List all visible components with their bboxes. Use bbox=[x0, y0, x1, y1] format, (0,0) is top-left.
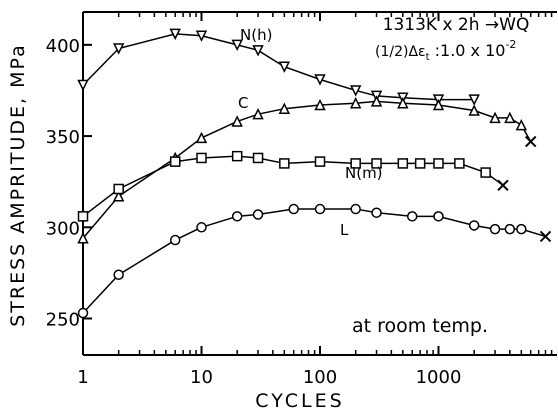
x-tick-label: 1000 bbox=[416, 367, 462, 388]
marker bbox=[196, 152, 207, 164]
marker bbox=[454, 158, 465, 169]
failure-marker bbox=[497, 179, 509, 192]
marker bbox=[349, 85, 362, 97]
marker bbox=[515, 118, 528, 131]
marker bbox=[252, 152, 264, 164]
series-line bbox=[82, 100, 532, 239]
marker bbox=[77, 307, 89, 319]
marker bbox=[480, 167, 491, 178]
marker bbox=[252, 209, 264, 220]
marker bbox=[468, 94, 480, 106]
marker bbox=[77, 232, 89, 244]
series-label: N(m) bbox=[345, 164, 383, 182]
marker bbox=[196, 222, 207, 233]
marker bbox=[314, 156, 326, 167]
marker bbox=[350, 158, 361, 169]
marker bbox=[77, 211, 89, 222]
y-axis-label: STRESS AMPRITUDE, MPa bbox=[7, 43, 29, 327]
marker bbox=[349, 97, 362, 109]
strain-mid: :1.0 x 10 bbox=[430, 41, 506, 60]
marker bbox=[350, 203, 361, 215]
marker bbox=[252, 45, 264, 57]
marker bbox=[278, 61, 291, 73]
marker bbox=[489, 111, 501, 124]
strain-sup: -2 bbox=[505, 38, 516, 51]
marker bbox=[195, 131, 208, 144]
marker bbox=[231, 39, 243, 52]
marker bbox=[414, 158, 426, 169]
marker bbox=[504, 223, 516, 235]
marker bbox=[278, 102, 291, 114]
x-tick-label: 1 bbox=[77, 367, 88, 388]
marker bbox=[370, 95, 383, 107]
marker bbox=[279, 158, 290, 169]
annotation: at room temp. bbox=[352, 315, 488, 337]
marker bbox=[516, 223, 527, 235]
marker bbox=[231, 211, 243, 222]
marker bbox=[397, 158, 409, 169]
marker bbox=[113, 269, 124, 280]
marker bbox=[169, 156, 181, 167]
marker bbox=[371, 207, 382, 218]
marker bbox=[231, 115, 243, 127]
marker bbox=[195, 30, 208, 42]
marker bbox=[489, 223, 501, 235]
failure-marker bbox=[539, 230, 552, 243]
series-label: N(h) bbox=[240, 26, 272, 44]
marker bbox=[433, 158, 444, 169]
y-tick-label: 250 bbox=[46, 310, 80, 331]
strain-text: (1/2)Δε bbox=[375, 44, 426, 60]
series-label: C bbox=[238, 94, 248, 112]
marker bbox=[169, 28, 181, 41]
y-tick-label: 400 bbox=[46, 36, 80, 57]
marker bbox=[406, 211, 418, 222]
marker bbox=[314, 74, 326, 86]
marker bbox=[169, 234, 181, 246]
x-tick-label: 10 bbox=[190, 367, 213, 388]
y-tick-label: 300 bbox=[46, 218, 80, 239]
annotation: 1313K x 2h →WQ bbox=[383, 15, 530, 35]
marker bbox=[432, 98, 445, 111]
failure-marker bbox=[525, 135, 537, 148]
marker bbox=[433, 211, 444, 222]
marker bbox=[231, 150, 243, 162]
marker bbox=[288, 203, 299, 215]
strain-sub: t bbox=[426, 52, 430, 63]
marker bbox=[314, 203, 326, 215]
marker bbox=[314, 98, 326, 111]
marker bbox=[397, 97, 409, 109]
marker bbox=[468, 104, 480, 116]
y-tick-label: 350 bbox=[46, 127, 80, 148]
marker bbox=[77, 79, 89, 92]
x-axis-label: CYCLES bbox=[255, 390, 344, 412]
marker bbox=[468, 220, 480, 231]
x-tick-label: 100 bbox=[303, 367, 337, 388]
marker bbox=[252, 107, 264, 120]
marker bbox=[112, 190, 125, 202]
marker bbox=[371, 158, 382, 169]
series-line bbox=[82, 155, 504, 217]
marker bbox=[504, 111, 516, 124]
annotation-strain: (1/2)Δεt :1.0 x 10-2 bbox=[375, 38, 516, 63]
marker bbox=[113, 183, 124, 195]
marker bbox=[112, 43, 125, 55]
series-label: L bbox=[340, 221, 349, 239]
